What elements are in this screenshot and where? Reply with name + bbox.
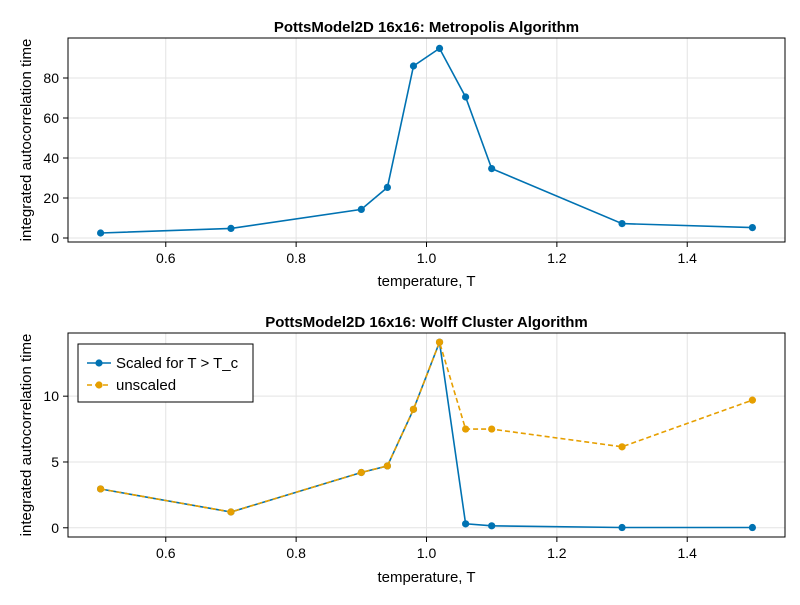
data-point [435, 44, 444, 53]
x-tick-label: 1.2 [547, 250, 567, 266]
data-point [488, 522, 496, 530]
data-point [462, 425, 470, 433]
data-point [227, 508, 235, 516]
x-tick-label: 1.4 [677, 250, 697, 266]
series-line-2 [100, 339, 753, 513]
legend-label: unscaled [116, 377, 176, 394]
data-point [618, 443, 626, 451]
data-point [618, 220, 626, 228]
legend: Scaled for T > T_c unscaled [77, 343, 254, 403]
x-tick-label: 0.8 [286, 545, 306, 561]
data-point [227, 224, 235, 232]
data-point [462, 520, 470, 528]
x-tick-label: 0.6 [156, 545, 176, 561]
data-point [618, 523, 626, 532]
y-tick-label: 0 [51, 230, 59, 246]
x-axis-label: temperature, T [377, 273, 475, 290]
y-axis-label: integrated autocorrelation time [18, 39, 35, 242]
data-point [357, 205, 365, 213]
y-tick-label: 10 [43, 388, 59, 404]
x-tick-label: 0.8 [286, 250, 306, 266]
y-tick-label: 0 [51, 520, 59, 536]
legend-box [77, 343, 254, 403]
y-tick-label: 20 [43, 190, 59, 206]
data-point [409, 62, 418, 70]
x-axis-label: temperature, T [377, 569, 475, 586]
data-point [488, 425, 496, 433]
chart-title: PottsModel2D 16x16: Wolff Cluster Algori… [265, 314, 588, 331]
data-point [748, 396, 757, 404]
x-tick-label: 1.0 [417, 545, 437, 561]
data-point [357, 468, 365, 477]
data-point [488, 165, 496, 173]
legend-swatch-marker [95, 381, 103, 389]
y-tick-label: 40 [43, 150, 59, 166]
x-tick-label: 1.4 [677, 545, 697, 561]
chart-title: PottsModel2D 16x16: Metropolis Algorithm [274, 19, 579, 36]
x-tick-label: 1.2 [547, 545, 567, 561]
data-point [409, 405, 418, 413]
data-point [462, 93, 470, 101]
data-point [96, 229, 105, 237]
data-point [96, 485, 105, 493]
data-point [748, 224, 757, 232]
data-point [383, 462, 391, 470]
data-point [435, 338, 444, 346]
x-tick-label: 1.0 [417, 250, 437, 266]
y-tick-label: 60 [43, 110, 59, 126]
series-line-1 [100, 47, 753, 234]
legend-label: Scaled for T > T_c [116, 355, 239, 372]
data-point [748, 523, 757, 532]
legend-swatch-marker [95, 359, 103, 367]
y-tick-label: 5 [51, 454, 59, 470]
chart-panel-2: 0.6 0.8 1.0 1.2 1.4 0 5 10 PottsModel2D 16x16: W… [18, 314, 786, 586]
chart-panel-1: 0.6 0.8 1.0 1.2 1.4 0 20 40 60 80 PottsModel2D 16x… [18, 19, 786, 290]
data-point [383, 183, 391, 191]
y-tick-label: 80 [43, 70, 59, 86]
y-axis-label: integrated autocorrelation time [18, 334, 35, 537]
x-tick-label: 0.6 [156, 250, 176, 266]
